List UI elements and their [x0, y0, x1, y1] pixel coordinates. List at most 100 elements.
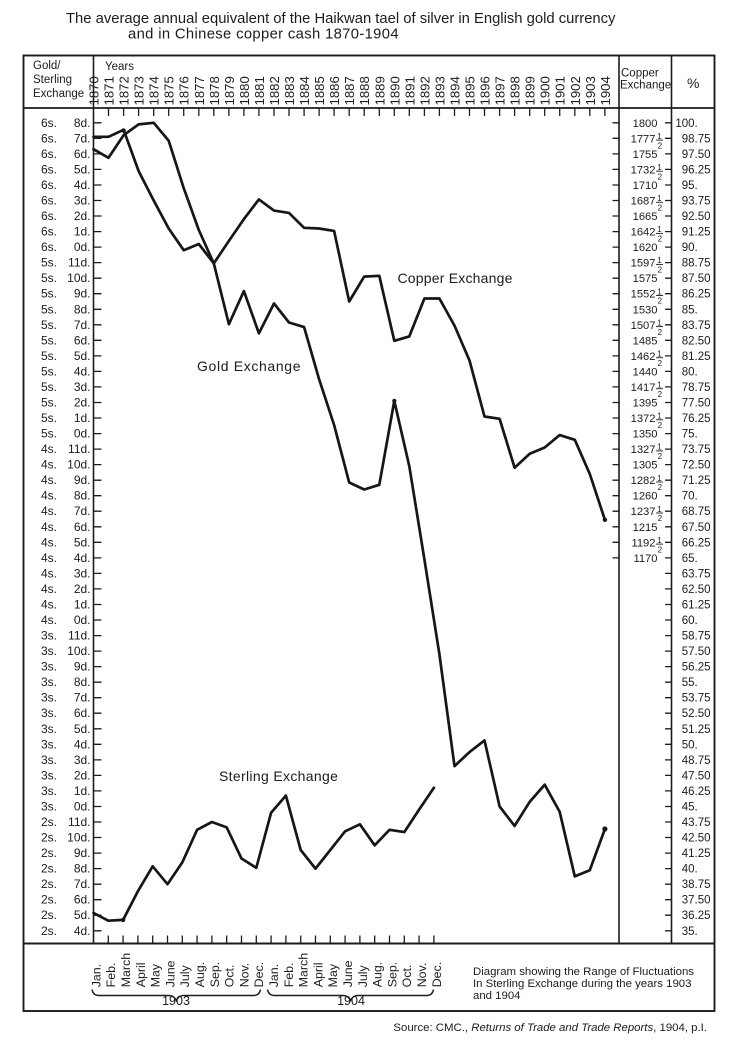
svg-text:1800: 1800 — [633, 118, 658, 130]
svg-text:June: June — [341, 960, 355, 987]
svg-text:92: 92 — [682, 211, 695, 223]
svg-text:45: 45 — [682, 802, 695, 814]
svg-text:4d.: 4d. — [74, 551, 91, 565]
svg-text:6d.: 6d. — [74, 333, 91, 347]
svg-text:Feb.: Feb. — [104, 963, 118, 988]
svg-text:.75: .75 — [695, 879, 711, 891]
svg-text:8d.: 8d. — [74, 302, 91, 316]
svg-text:May: May — [149, 963, 163, 987]
svg-text:%: % — [687, 75, 699, 91]
svg-text:.25: .25 — [695, 475, 711, 487]
svg-text:3s.: 3s. — [41, 768, 57, 782]
svg-text:1890: 1890 — [387, 76, 402, 105]
svg-text:48: 48 — [682, 755, 695, 767]
svg-text:68: 68 — [682, 506, 695, 518]
svg-text:.: . — [695, 429, 698, 441]
svg-text:3s.: 3s. — [41, 800, 57, 814]
svg-text:9d.: 9d. — [74, 660, 91, 674]
svg-text:1: 1 — [657, 256, 662, 265]
svg-text:2d.: 2d. — [74, 582, 91, 596]
svg-text:2: 2 — [658, 390, 663, 399]
svg-text:3s.: 3s. — [41, 722, 57, 736]
svg-text:March: March — [119, 953, 133, 988]
svg-text:3s.: 3s. — [41, 691, 57, 705]
svg-text:April: April — [134, 963, 148, 988]
svg-text:7d.: 7d. — [74, 504, 91, 518]
svg-text:4s.: 4s. — [41, 489, 57, 503]
svg-text:2d.: 2d. — [74, 209, 91, 223]
svg-text:8d.: 8d. — [74, 489, 91, 503]
svg-text:.: . — [695, 491, 698, 503]
svg-text:Diagram showing the Range of F: Diagram showing the Range of Fluctuation… — [473, 966, 694, 978]
svg-text:1880: 1880 — [237, 76, 252, 105]
svg-text:1885: 1885 — [312, 76, 327, 105]
svg-text:1892: 1892 — [417, 76, 432, 105]
svg-text:1: 1 — [657, 536, 662, 545]
svg-text:1870: 1870 — [87, 76, 102, 105]
svg-text:Oct.: Oct. — [400, 965, 414, 988]
svg-text:1894: 1894 — [448, 76, 463, 105]
svg-text:2: 2 — [658, 297, 663, 306]
svg-text:1732: 1732 — [631, 164, 656, 176]
svg-text:2d.: 2d. — [74, 768, 91, 782]
svg-text:3d.: 3d. — [74, 753, 91, 767]
svg-text:2: 2 — [658, 483, 663, 492]
svg-text:1642: 1642 — [631, 227, 656, 239]
svg-text:1873: 1873 — [132, 76, 147, 105]
svg-text:7d.: 7d. — [74, 318, 91, 332]
svg-text:.25: .25 — [695, 848, 711, 860]
svg-text:1327: 1327 — [631, 444, 656, 456]
svg-text:9d.: 9d. — [74, 846, 91, 860]
svg-text:1899: 1899 — [523, 76, 538, 105]
svg-text:10d.: 10d. — [67, 644, 90, 658]
svg-text:1877: 1877 — [192, 76, 207, 105]
svg-text:.50: .50 — [695, 646, 711, 658]
svg-text:98: 98 — [682, 133, 695, 145]
svg-text:1874: 1874 — [147, 76, 162, 105]
svg-text:1872: 1872 — [117, 76, 132, 105]
svg-text:3d.: 3d. — [74, 566, 91, 580]
svg-text:2: 2 — [658, 141, 663, 150]
svg-text:1901: 1901 — [553, 76, 568, 105]
svg-text:1d.: 1d. — [74, 225, 91, 239]
svg-text:8d.: 8d. — [74, 862, 91, 876]
svg-text:7d.: 7d. — [74, 691, 91, 705]
svg-text:2: 2 — [658, 359, 663, 368]
svg-text:Oct.: Oct. — [223, 965, 237, 988]
svg-text:.25: .25 — [695, 600, 711, 612]
svg-text:.: . — [695, 739, 698, 751]
svg-text:5s.: 5s. — [41, 411, 57, 425]
svg-text:10d.: 10d. — [67, 831, 90, 845]
svg-text:1879: 1879 — [222, 76, 237, 105]
svg-text:1: 1 — [657, 381, 662, 390]
svg-text:5s.: 5s. — [41, 349, 57, 363]
svg-text:53: 53 — [682, 693, 695, 705]
svg-text:2s.: 2s. — [41, 924, 57, 938]
svg-text:4d.: 4d. — [74, 737, 91, 751]
svg-text:1395: 1395 — [633, 398, 658, 410]
svg-text:6s.: 6s. — [41, 240, 57, 254]
svg-text:9d.: 9d. — [74, 473, 91, 487]
svg-text:37: 37 — [682, 895, 695, 907]
svg-text:.25: .25 — [695, 662, 711, 674]
svg-text:71: 71 — [682, 475, 695, 487]
svg-text:11d.: 11d. — [68, 442, 90, 456]
svg-text:.50: .50 — [695, 708, 711, 720]
svg-text:58: 58 — [682, 631, 695, 643]
svg-text:55: 55 — [682, 677, 695, 689]
svg-text:43: 43 — [682, 817, 695, 829]
svg-text:.25: .25 — [695, 537, 711, 549]
svg-text:6d.: 6d. — [74, 520, 91, 534]
svg-text:4s.: 4s. — [41, 613, 57, 627]
svg-text:Sep.: Sep. — [208, 962, 222, 988]
svg-text:6d.: 6d. — [74, 147, 91, 161]
svg-text:50: 50 — [682, 739, 695, 751]
svg-text:93: 93 — [682, 196, 695, 208]
svg-text:Aug.: Aug. — [371, 962, 385, 988]
svg-text:1597: 1597 — [631, 258, 656, 270]
svg-text:.25: .25 — [695, 289, 711, 301]
svg-text:80: 80 — [682, 366, 695, 378]
svg-text:1: 1 — [657, 163, 662, 172]
svg-text:2s.: 2s. — [41, 846, 57, 860]
svg-text:5s.: 5s. — [41, 256, 57, 270]
